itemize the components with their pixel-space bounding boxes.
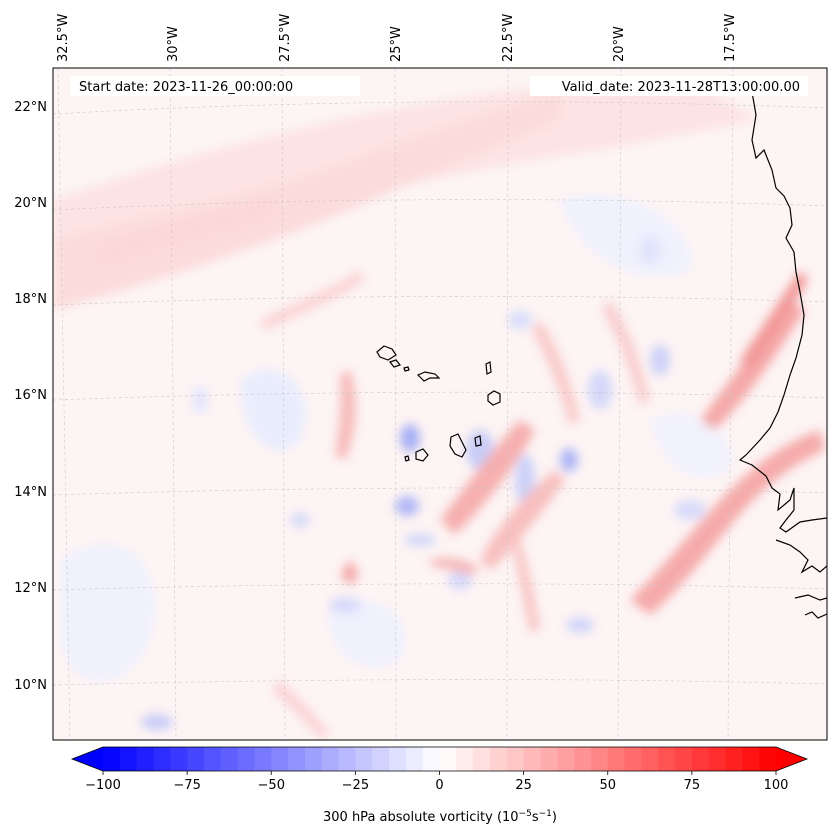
colorbar-segment — [473, 747, 491, 771]
lon-label-32-5w: 32.5°W — [56, 14, 71, 62]
colorbar-segment — [203, 747, 222, 771]
colorbar-segment — [708, 747, 727, 771]
colorbar-segment — [725, 747, 743, 771]
colorbar-segment — [624, 747, 642, 771]
vorticity-field — [53, 85, 825, 738]
colorbar-tick-label: 25 — [515, 778, 532, 793]
colorbar-extend-min — [72, 747, 103, 771]
lat-label-14n: 14°N — [14, 485, 47, 500]
lat-label-22n: 22°N — [14, 100, 47, 115]
colorbar-segment — [675, 747, 693, 771]
colorbar-tick-label: −25 — [342, 778, 369, 793]
colorbar-segment — [607, 747, 626, 771]
colorbar: −100 −75 −50 −25 0 25 50 75 100 300 hPa absolute… — [70, 746, 809, 825]
colorbar-segment — [389, 747, 407, 771]
colorbar-ticks: −100 −75 −50 −25 0 25 50 75 100 — [85, 771, 788, 793]
colorbar-tick-label: −50 — [258, 778, 285, 793]
colorbar-segment — [506, 747, 525, 771]
colorbar-segment — [170, 747, 188, 771]
start-date-text: Start date: 2023-11-26_00:00:00 — [79, 80, 293, 95]
africa-coastline-guinea — [794, 594, 827, 619]
gridlines — [53, 68, 827, 740]
colorbar-segment — [540, 747, 558, 771]
lat-label-18n: 18°N — [14, 292, 47, 307]
lon-label-17-5w: 17.5°W — [723, 14, 738, 62]
colorbar-segment — [574, 747, 592, 771]
colorbar-segment — [641, 747, 659, 771]
map-frame — [52, 67, 828, 741]
africa-coastline-south — [775, 539, 827, 574]
colorbar-segment — [220, 747, 239, 771]
colorbar-tick-label: −75 — [173, 778, 200, 793]
colorbar-segment — [489, 747, 508, 771]
cape-verde-boa-vista — [487, 390, 501, 406]
longitude-labels: 32.5°W 30°W 27.5°W 25°W 22.5°W 20°W 17.5… — [56, 14, 738, 62]
coastlines — [376, 91, 827, 619]
colorbar-segment — [372, 747, 390, 771]
colorbar-segment — [742, 747, 760, 771]
colorbar-segment — [405, 747, 424, 771]
colorbar-segment — [557, 747, 575, 771]
cape-verde-sao-vicente — [388, 359, 402, 368]
cape-verde-maio — [474, 435, 482, 447]
cape-verde-sal — [485, 361, 492, 375]
colorbar-segments — [103, 747, 777, 771]
colorbar-segment — [590, 747, 609, 771]
valid-date-text: Valid_date: 2023-11-28T13:00:00.00 — [562, 80, 800, 95]
colorbar-segment — [304, 747, 323, 771]
latitude-labels: 22°N 20°N 18°N 16°N 14°N 12°N 10°N — [14, 100, 47, 693]
lon-label-27-5w: 27.5°W — [278, 14, 293, 62]
colorbar-segment — [136, 747, 154, 771]
colorbar-segment — [271, 747, 289, 771]
valid-date-box — [530, 76, 808, 96]
colorbar-segment — [338, 747, 356, 771]
colorbar-tick-label: 0 — [435, 778, 443, 793]
lat-label-12n: 12°N — [14, 581, 47, 596]
lon-label-20w: 20°W — [612, 26, 627, 62]
lon-label-30w: 30°W — [166, 26, 181, 62]
colorbar-segment — [153, 747, 171, 771]
colorbar-segment — [439, 747, 457, 771]
colorbar-segment — [691, 747, 710, 771]
lat-label-10n: 10°N — [14, 678, 47, 693]
cape-verde-santa-luzia — [403, 366, 410, 372]
cape-verde-santiago — [449, 433, 467, 458]
colorbar-segment — [523, 747, 541, 771]
colorbar-segment — [321, 747, 340, 771]
cape-verde-santo-antao — [376, 345, 397, 361]
lon-label-22-5w: 22.5°W — [501, 14, 516, 62]
cape-verde-brava — [404, 455, 410, 462]
colorbar-segment — [422, 747, 440, 771]
colorbar-segment — [237, 747, 255, 771]
colorbar-segment — [254, 747, 272, 771]
start-date-box — [70, 76, 360, 96]
lat-label-20n: 20°N — [14, 196, 47, 211]
cape-verde-sao-nicolau — [416, 371, 441, 382]
colorbar-tick-label: −100 — [85, 778, 121, 793]
colorbar-segment — [456, 747, 474, 771]
colorbar-segment — [355, 747, 373, 771]
colorbar-tick-label: 100 — [764, 778, 789, 793]
colorbar-label: 300 hPa absolute vorticity (10−5s−1) — [323, 809, 557, 825]
lat-label-16n: 16°N — [14, 388, 47, 403]
colorbar-extend-max — [776, 747, 807, 771]
colorbar-segment — [103, 747, 121, 771]
colorbar-tick-label: 75 — [684, 778, 701, 793]
colorbar-segment — [288, 747, 306, 771]
colorbar-segment — [658, 747, 676, 771]
cape-verde-fogo — [415, 448, 429, 462]
colorbar-segment — [187, 747, 205, 771]
map-panel: Start date: 2023-11-26_00:00:00 Valid_da… — [52, 67, 828, 741]
lon-label-25w: 25°W — [389, 26, 404, 62]
colorbar-segment — [759, 747, 777, 771]
africa-coastline — [738, 91, 827, 533]
colorbar-tick-label: 50 — [599, 778, 616, 793]
colorbar-segment — [119, 747, 138, 771]
